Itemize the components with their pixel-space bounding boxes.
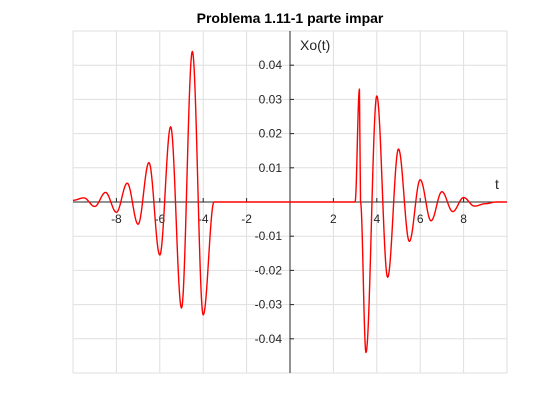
- y-axis-label: Xo(t): [300, 37, 330, 53]
- y-tick-label: -0.02: [255, 263, 283, 277]
- x-tick-label: -6: [154, 212, 165, 226]
- x-tick-label: 6: [417, 212, 424, 226]
- y-tick-label: 0.02: [259, 127, 283, 141]
- x-axis-ticks: -8 -6 -4 -2 2 4 6 8: [111, 198, 467, 226]
- x-tick-label: 8: [460, 212, 467, 226]
- series-layer: [72, 50, 508, 354]
- x-tick-label: 4: [373, 212, 380, 226]
- x-tick-label: 2: [330, 212, 337, 226]
- y-tick-label: -0.04: [255, 332, 283, 346]
- x-tick-label: -8: [111, 212, 122, 226]
- y-tick-label: 0.04: [259, 58, 283, 72]
- x-tick-label: -4: [198, 212, 209, 226]
- x-tick-label: -2: [241, 212, 252, 226]
- y-axis-ticks: -0.04 -0.03 -0.02 -0.01 0.01 0.02 0.03 0.04: [255, 58, 294, 346]
- y-tick-label: 0.03: [259, 92, 283, 106]
- x-axis-label: t: [495, 176, 499, 192]
- y-tick-label: -0.03: [255, 298, 283, 312]
- series-line: [72, 50, 508, 354]
- y-tick-label: 0.01: [259, 161, 283, 175]
- chart-title: Problema 1.11-1 parte impar: [197, 10, 384, 26]
- y-tick-label: -0.01: [255, 229, 283, 243]
